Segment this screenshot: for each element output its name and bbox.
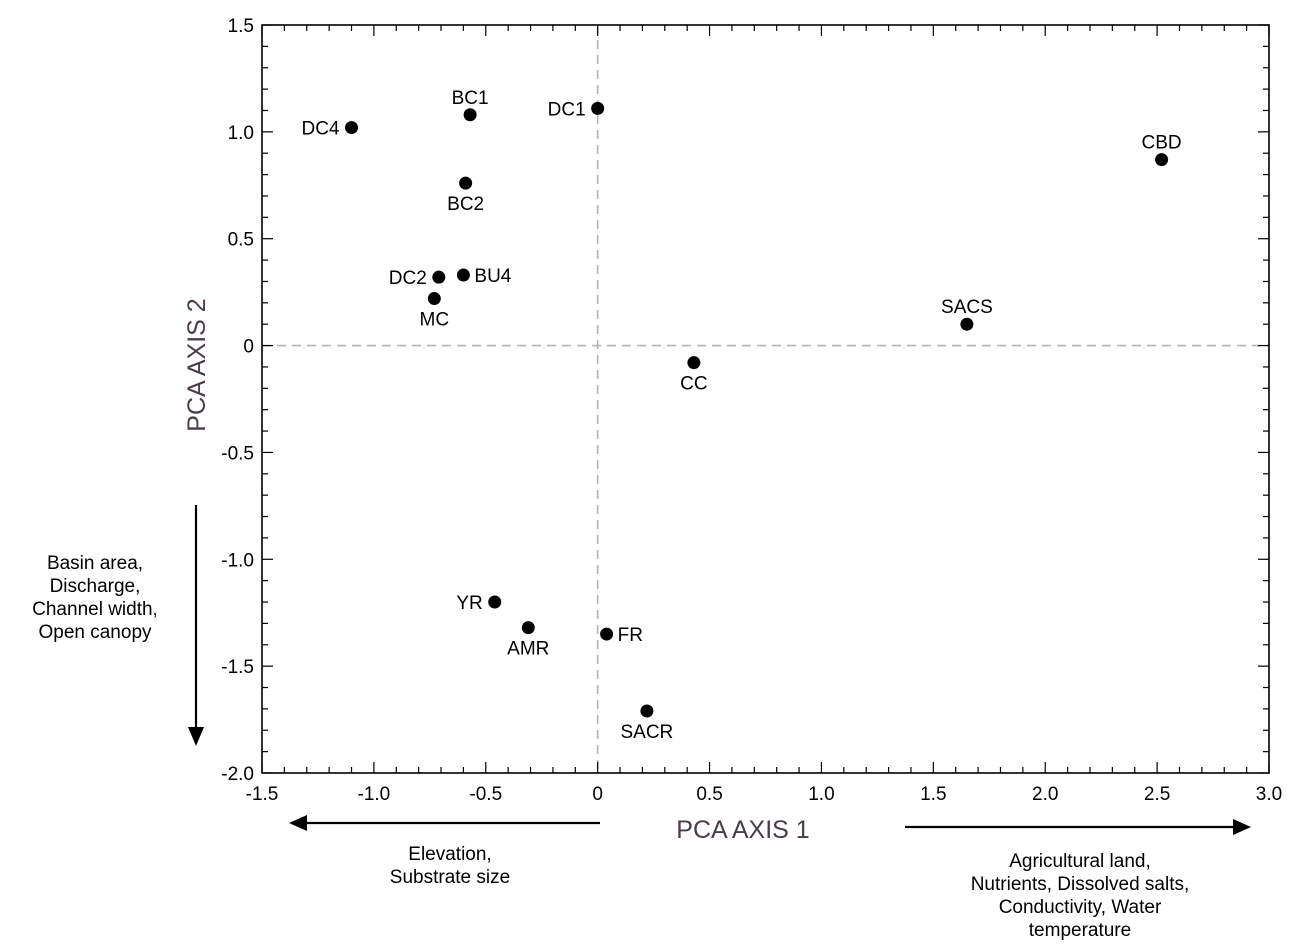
right-arrow: [905, 819, 1251, 835]
left-arrow-annotation: Elevation, Substrate size: [389, 844, 511, 888]
left-arrow: [289, 815, 600, 831]
data-point-mc: [427, 292, 441, 306]
y-tick-labels: 1.5 1.0 0.5 0 -0.5 -1.0 -1.5 -2.0: [221, 16, 254, 785]
x-tick-labels: -1.5 -1.0 -0.5 0 0.5 1.0 1.5 2.0 2.5 3.0: [246, 784, 1283, 805]
data-point-dc4: [345, 121, 359, 135]
point-label-dc1: DC1: [548, 99, 586, 120]
data-point-cc: [687, 356, 701, 370]
data-point-dc2: [432, 270, 446, 284]
point-label-bc2: BC2: [447, 194, 484, 215]
data-point-dc1: [591, 101, 605, 115]
x-tick-label: -1.0: [358, 784, 391, 805]
data-point-bc1: [463, 108, 477, 122]
plot-frame: [261, 24, 1270, 774]
right-arrow-annotation: Agricultural land, Nutrients, Dissolved …: [970, 851, 1190, 941]
axis-ticks: [261, 24, 1270, 774]
point-label-dc2: DC2: [389, 268, 427, 289]
x-tick-label: -1.5: [246, 784, 279, 805]
data-point-sacs: [960, 317, 974, 331]
y-tick-label: -1.0: [221, 550, 254, 571]
x-tick-label: 1.5: [920, 784, 946, 805]
y-tick-label: -0.5: [221, 443, 254, 464]
point-label-amr: AMR: [507, 639, 549, 660]
data-point-cbd: [1155, 153, 1169, 167]
y-axis-title: PCA AXIS 2: [183, 298, 211, 431]
x-tick-label: 3.0: [1256, 784, 1282, 805]
y-tick-label: -2.0: [221, 764, 254, 785]
x-tick-label: -0.5: [469, 784, 502, 805]
point-label-yr: YR: [456, 593, 482, 614]
point-label-sacr: SACR: [620, 722, 673, 743]
point-labels: DC4 BC1 DC1 CBD BC2 DC2 BU4 MC SACS CC YR AMR FR SACR: [301, 88, 1181, 743]
point-label-cbd: CBD: [1142, 133, 1182, 154]
data-point-sacr: [640, 704, 654, 718]
data-points: [345, 101, 1169, 718]
data-point-amr: [521, 621, 535, 635]
data-point-yr: [488, 595, 502, 609]
data-point-bu4: [456, 268, 470, 282]
y-tick-label: -1.5: [221, 657, 254, 678]
reference-lines: [262, 25, 1269, 773]
x-tick-label: 0: [592, 784, 603, 805]
y-tick-label: 0.5: [228, 230, 254, 251]
data-point-bc2: [459, 176, 473, 190]
x-tick-label: 2.0: [1032, 784, 1058, 805]
x-axis-title: PCA AXIS 1: [676, 816, 809, 844]
x-tick-label: 1.0: [808, 784, 834, 805]
point-label-mc: MC: [420, 310, 450, 331]
x-tick-label: 0.5: [696, 784, 722, 805]
y-tick-label: 1.5: [228, 16, 254, 37]
y-tick-label: 1.0: [228, 123, 254, 144]
y-tick-label: 0: [243, 337, 254, 358]
x-tick-label: 2.5: [1144, 784, 1170, 805]
down-arrow-annotation: Basin area, Discharge, Channel width, Op…: [32, 553, 158, 643]
point-label-dc4: DC4: [301, 119, 339, 140]
data-point-fr: [600, 627, 614, 641]
point-label-fr: FR: [618, 625, 643, 646]
point-label-bu4: BU4: [474, 266, 511, 287]
point-label-cc: CC: [680, 374, 707, 395]
point-label-bc1: BC1: [452, 88, 489, 109]
point-label-sacs: SACS: [941, 297, 993, 318]
down-arrow: [188, 505, 204, 746]
